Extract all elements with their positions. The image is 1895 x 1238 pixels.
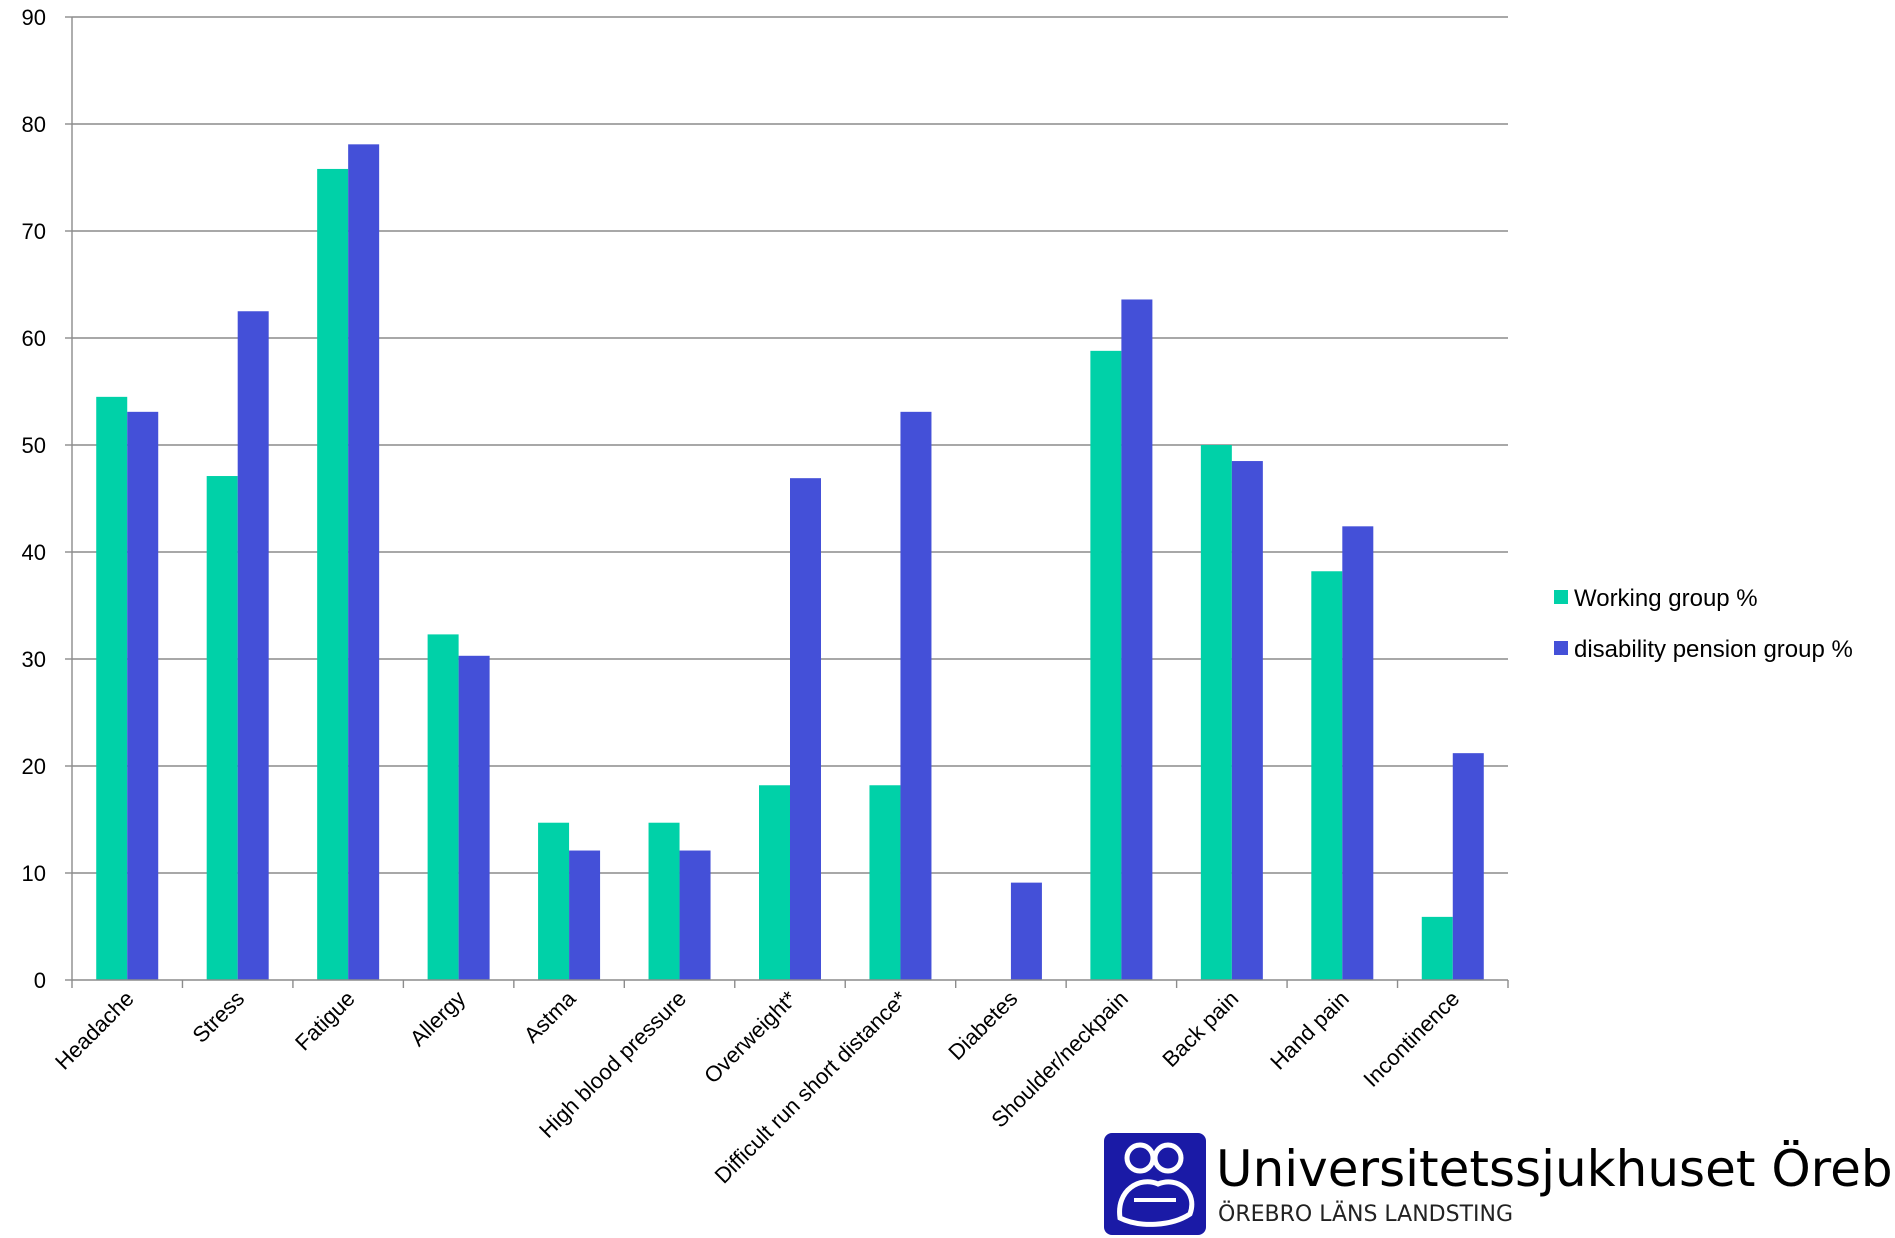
bar-disability-pension-group: [1342, 526, 1374, 980]
bar-working-group: [869, 785, 901, 980]
x-tick-label: Allergy: [405, 986, 470, 1051]
bar-disability-pension-group: [458, 655, 490, 980]
bar-disability-pension-group: [1231, 461, 1263, 980]
bar-working-group: [96, 396, 128, 981]
bar-disability-pension-group: [1452, 753, 1484, 980]
bar-working-group: [1200, 445, 1232, 980]
y-tick-label: 40: [22, 540, 46, 565]
bar-working-group: [317, 168, 349, 980]
logo-subtitle: ÖREBRO LÄNS LANDSTING: [1218, 1201, 1513, 1227]
y-tick-label: 80: [22, 112, 46, 137]
bar-disability-pension-group: [790, 478, 821, 980]
legend-label: disability pension group %: [1574, 636, 1853, 663]
bar-working-group: [1090, 350, 1122, 981]
x-tick-label: Hand pain: [1265, 986, 1354, 1075]
x-tick-label: Diabetes: [943, 986, 1022, 1065]
bar-working-group: [1421, 916, 1453, 980]
y-axis: 0 10 20 30 40 50 60 70 80 90: [22, 5, 73, 993]
legend: Working group % disability pension group …: [1554, 585, 1853, 663]
bars: [96, 144, 1484, 981]
legend-swatch: [1554, 590, 1568, 604]
grid-lines: [72, 16, 1508, 874]
y-tick-label: 20: [22, 754, 46, 779]
x-tick-label: Back pain: [1157, 986, 1243, 1072]
y-tick-label: 70: [22, 219, 46, 244]
bar-disability-pension-group: [1010, 882, 1042, 980]
bar-working-group: [427, 634, 459, 980]
x-tick-label: Fatigue: [290, 986, 360, 1056]
y-tick-label: 10: [22, 861, 46, 886]
x-tick-label: Difficult run short distance*: [710, 986, 913, 1189]
bar-disability-pension-group: [348, 144, 380, 980]
bar-working-group: [206, 476, 238, 980]
x-tick-label: Stress: [187, 986, 249, 1048]
x-tick-label: Overweight*: [699, 986, 802, 1089]
bar-disability-pension-group: [237, 311, 269, 980]
bar-working-group: [648, 822, 680, 980]
logo-title: Universitetssjukhuset Örebro: [1216, 1140, 1895, 1198]
bar-working-group: [759, 785, 790, 980]
y-tick-label: 30: [22, 647, 46, 672]
legend-swatch: [1554, 641, 1568, 655]
x-tick-label: Astma: [519, 985, 581, 1047]
x-tick-label: Headache: [50, 986, 139, 1075]
hospital-emblem-icon: [1104, 1133, 1206, 1235]
bar-disability-pension-group: [679, 850, 711, 980]
bar-working-group: [538, 822, 570, 980]
legend-label: Working group %: [1574, 585, 1758, 612]
bar-working-group: [1311, 571, 1343, 980]
y-tick-label: 60: [22, 326, 46, 351]
bar-disability-pension-group: [569, 850, 601, 980]
y-tick-label: 0: [34, 968, 46, 993]
bar-disability-pension-group: [900, 411, 932, 981]
hospital-logo: Universitetssjukhuset Örebro ÖREBRO LÄNS…: [1104, 1133, 1895, 1235]
y-tick-label: 90: [22, 5, 46, 30]
y-tick-label: 50: [22, 433, 46, 458]
bar-disability-pension-group: [1121, 299, 1153, 981]
bar-disability-pension-group: [127, 411, 159, 981]
x-tick-label: Incontinence: [1358, 986, 1464, 1092]
